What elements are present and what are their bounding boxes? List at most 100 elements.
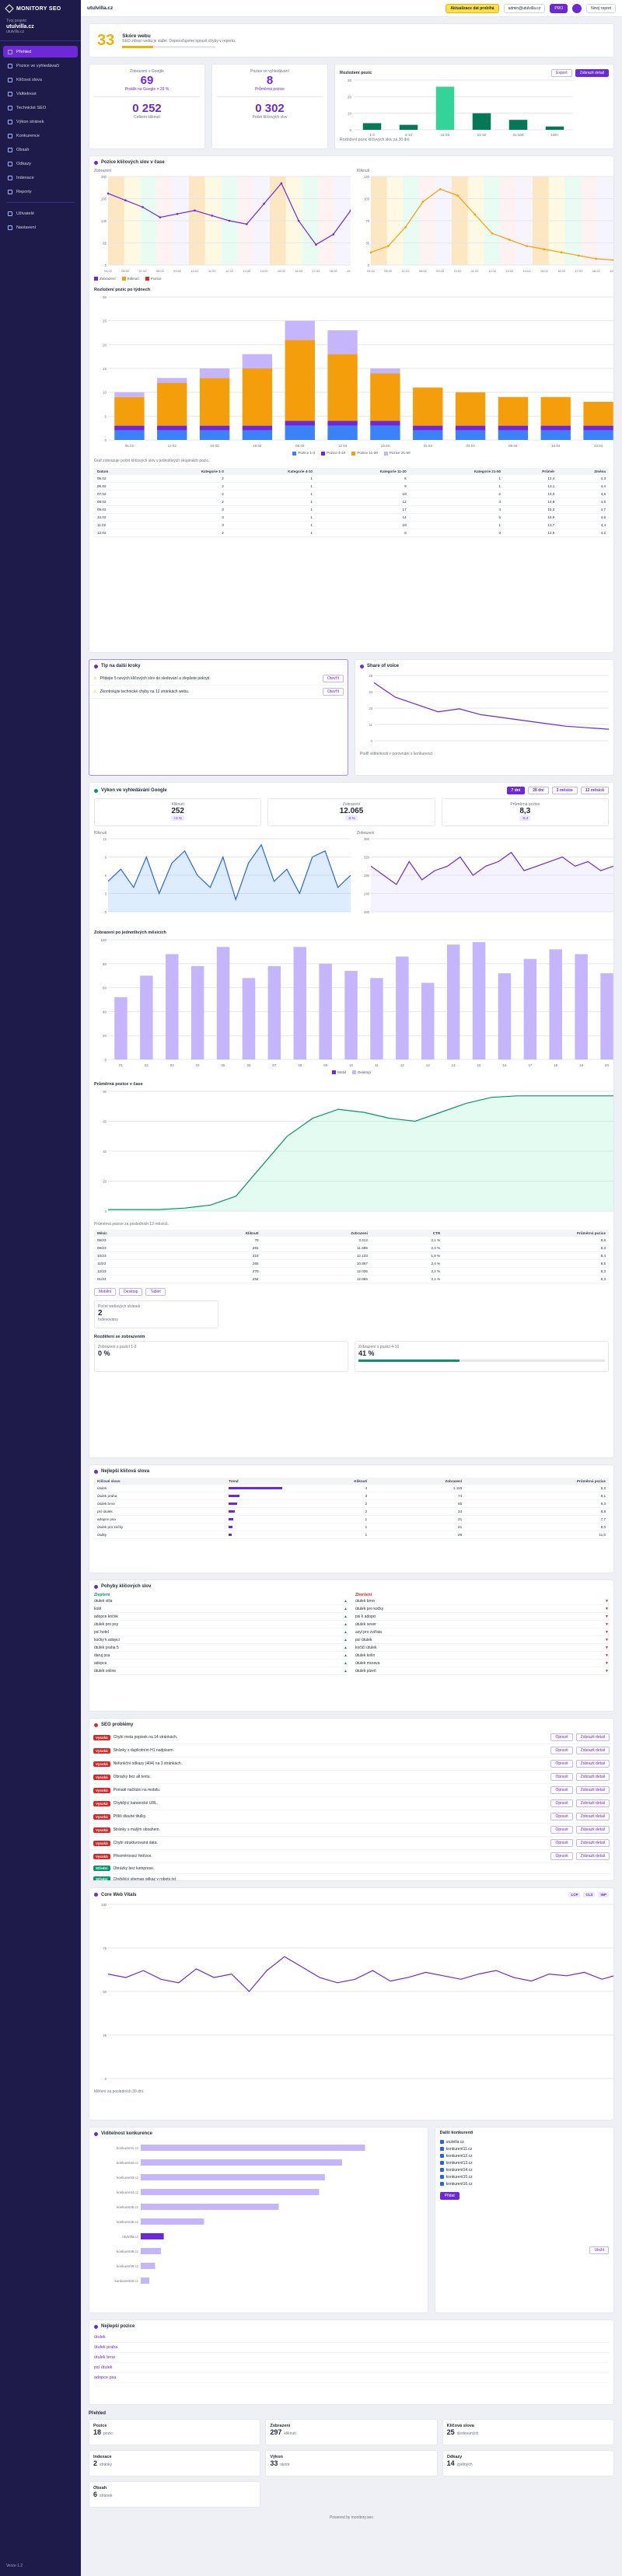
table-row[interactable]: 11/23 265 10.857 2,4 % 8,5	[94, 1259, 609, 1269]
table-row[interactable]: útulky 1 29 11,6	[94, 1531, 609, 1539]
filter-button[interactable]: Mobilní	[94, 1288, 117, 1297]
tip-open-button[interactable]: Otevřít	[322, 688, 344, 696]
table-row[interactable]: 06.02 2 1 9 1 13,1 4,4	[94, 482, 609, 490]
fix-button[interactable]: Opravit	[550, 1773, 573, 1781]
tab-12m[interactable]: 12 měsíců	[580, 787, 609, 794]
sidebar-item[interactable]: Nastavení	[3, 222, 78, 233]
fix-button[interactable]: Opravit	[550, 1733, 573, 1741]
overview-card[interactable]: Obsah 6 stránek	[89, 2481, 261, 2508]
kw-change-item[interactable]: útulek morava ▼	[355, 1660, 609, 1667]
overview-card[interactable]: Odkazy 14 zpětných	[442, 2450, 614, 2477]
filter-button[interactable]: Tablet	[145, 1288, 166, 1297]
position-item[interactable]: psí útulek	[94, 2363, 609, 2373]
table-row[interactable]: útulek 4 1.115 6,2	[94, 1485, 609, 1492]
competitor-item[interactable]: konkurent13.cz	[439, 2159, 609, 2166]
position-item[interactable]: útulek praha	[94, 2343, 609, 2353]
competitor-item[interactable]: konkurent14.cz	[439, 2166, 609, 2173]
kw-change-item[interactable]: útulek pro psy ▲	[94, 1621, 348, 1628]
sidebar-item[interactable]: Indexace	[3, 172, 78, 183]
checkbox-icon[interactable]	[439, 2161, 444, 2165]
table-row[interactable]: psí útulek 2 34 8,8	[94, 1507, 609, 1516]
kw-change-item[interactable]: útulek praha 5 ▲	[94, 1644, 348, 1652]
table-row[interactable]: 07.02 2 1 10 2 14,0 4,6	[94, 490, 609, 498]
sidebar-item[interactable]: Uživatelé	[3, 208, 78, 219]
kw-change-item[interactable]: kočičí útulek ▼	[355, 1644, 609, 1652]
overview-card[interactable]: Klíčová slova 25 sledovaných	[442, 2419, 614, 2445]
tab-3m[interactable]: 3 měsíce	[551, 787, 578, 794]
table-row[interactable]: 09.02 3 1 17 4 15,2 4,7	[94, 505, 609, 514]
sidebar-item[interactable]: Odkazy	[3, 158, 78, 169]
table-row[interactable]: útulek praha 3 74 8,1	[94, 1492, 609, 1500]
kw-change-item[interactable]: kočky k adopci ▲	[94, 1636, 348, 1644]
table-row[interactable]: 11.02 3 1 10 1 13,7 4,4	[94, 521, 609, 529]
fix-button[interactable]: Opravit	[550, 1799, 573, 1807]
competitor-item[interactable]: konkurent16.cz	[439, 2180, 609, 2187]
kw-change-item[interactable]: adopce ▲	[94, 1660, 348, 1667]
competitor-item[interactable]: konkurent11.cz	[439, 2145, 609, 2152]
fix-button[interactable]: Opravit	[550, 1826, 573, 1834]
update-alert[interactable]: Aktualizace dat probíhá	[446, 3, 499, 13]
table-row[interactable]: útulek brno 2 65 9,3	[94, 1499, 609, 1508]
overview-card[interactable]: Zobrazení 297 kliknutí	[265, 2419, 438, 2445]
kw-change-item[interactable]: kotě ▲	[94, 1605, 348, 1613]
table-row[interactable]: 01/24 252 12.065 2,1 % 8,3	[94, 1275, 609, 1284]
fix-button[interactable]: Opravit	[550, 1760, 573, 1768]
kw-change-item[interactable]: adopce koček ▲	[94, 1613, 348, 1621]
detail-button[interactable]: Zobrazit detail	[575, 1839, 610, 1847]
overview-card[interactable]: Výkon 33 skóre	[265, 2450, 438, 2477]
checkbox-icon[interactable]	[439, 2182, 444, 2186]
kw-change-item[interactable]: psí útulek ▼	[355, 1636, 609, 1644]
cwv-tag[interactable]: LCP	[568, 1892, 581, 1897]
checkbox-icon[interactable]	[439, 2168, 444, 2172]
kw-change-item[interactable]: útulek brno ▼	[355, 1597, 609, 1605]
detail-button[interactable]: Zobrazit detail	[575, 1733, 610, 1741]
cwv-tag[interactable]: CLS	[583, 1892, 596, 1897]
fix-button[interactable]: Opravit	[550, 1813, 573, 1820]
user-email[interactable]: admin@utulvilla.cz	[503, 3, 546, 13]
fix-button[interactable]: Opravit	[550, 1747, 573, 1754]
position-item[interactable]: adopce psa	[94, 2373, 609, 2383]
detail-button[interactable]: Zobrazit detail	[575, 69, 609, 77]
table-row[interactable]: 05.02 2 1 6 1 12,4 4,3	[94, 474, 609, 483]
sidebar-item[interactable]: Reporty	[3, 186, 78, 197]
add-competitor-button[interactable]: Přidat	[439, 2192, 460, 2200]
project-selector[interactable]: Tvoj projekt utulvilla.cz utulvilla.cz	[0, 17, 81, 41]
overview-card[interactable]: Pozice 18 pozic	[89, 2419, 261, 2445]
kw-change-item[interactable]: útulek pro kočky ▼	[355, 1605, 609, 1613]
table-row[interactable]: 12.02 2 1 8 0 12,5 4,2	[94, 529, 609, 537]
kw-change-item[interactable]: útulek kolín ▼	[355, 1652, 609, 1660]
detail-button[interactable]: Zobrazit detail	[575, 1799, 610, 1807]
competitor-item[interactable]: konkurent12.cz	[439, 2152, 609, 2159]
kw-change-item[interactable]: útulek sever ▼	[355, 1621, 609, 1628]
fix-button[interactable]: Opravit	[550, 1839, 573, 1847]
checkbox-icon[interactable]	[439, 2154, 444, 2158]
sidebar-item[interactable]: Přehled	[3, 46, 78, 58]
sidebar-item[interactable]: Výkon stránek	[3, 116, 78, 127]
detail-button[interactable]: Zobrazit detail	[575, 1786, 610, 1794]
checkbox-icon[interactable]	[439, 2147, 444, 2151]
table-row[interactable]: útulek pro kočky 1 21 9,0	[94, 1523, 609, 1531]
detail-button[interactable]: Zobrazit detail	[575, 1813, 610, 1820]
detail-button[interactable]: Zobrazit detail	[575, 1773, 610, 1781]
detail-button[interactable]: Zobrazit detail	[575, 1747, 610, 1754]
competitor-item[interactable]: konkurent15.cz	[439, 2173, 609, 2180]
checkbox-icon[interactable]	[439, 2140, 444, 2144]
avatar[interactable]	[572, 3, 582, 13]
sidebar-item[interactable]: Pozice ve vyhledávači	[3, 60, 78, 72]
tab-7d[interactable]: 7 dní	[506, 787, 526, 794]
table-row[interactable]: adopce psa 1 31 7,7	[94, 1515, 609, 1524]
kw-change-item[interactable]: daruj psa ▲	[94, 1652, 348, 1660]
table-row[interactable]: 10.02 3 1 14 5 15,9 4,6	[94, 513, 609, 522]
save-button[interactable]: Uložit	[589, 2246, 609, 2254]
new-report-button[interactable]: Nový report	[586, 3, 616, 13]
checkbox-icon[interactable]	[439, 2175, 444, 2179]
detail-button[interactable]: Zobrazit detail	[575, 1852, 610, 1860]
kw-change-item[interactable]: psí hotel ▲	[94, 1628, 348, 1636]
fix-button[interactable]: Opravit	[550, 1786, 573, 1794]
table-row[interactable]: 10/23 216 12.133 1,8 % 8,4	[94, 1251, 609, 1261]
cwv-tag[interactable]: INP	[598, 1892, 609, 1897]
competitor-item[interactable]: utulvilla.cz	[439, 2138, 609, 2145]
fix-button[interactable]: Opravit	[550, 1852, 573, 1860]
filter-button[interactable]: Desktop	[119, 1288, 143, 1297]
position-item[interactable]: útulek brno	[94, 2353, 609, 2363]
